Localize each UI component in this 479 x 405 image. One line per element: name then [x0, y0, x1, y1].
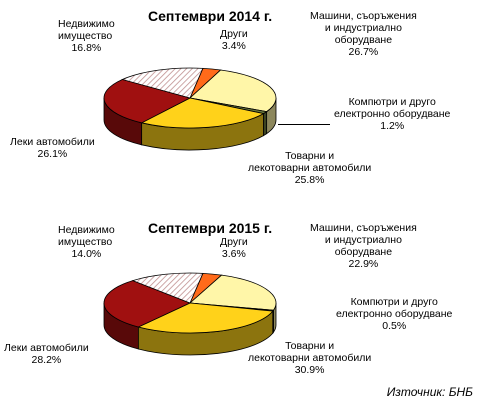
- label-cars-2015: Леки автомобили 28.2%: [4, 342, 89, 366]
- label-computers-2015: Компютри и друго електронно оборудване 0…: [336, 296, 453, 332]
- label-trucks-2014: Товарни и лекотоварни автомобили 25.8%: [248, 150, 372, 186]
- label-computers-2014: Компютри и друго електронно оборудване 1…: [334, 96, 451, 132]
- pie-top-faces: [103, 272, 277, 334]
- chart-title-2014: Септември 2014 г.: [148, 8, 273, 24]
- pie-slice-cars: [103, 79, 192, 124]
- source-note: Източник: БНБ: [386, 385, 473, 399]
- pie-slice-trucks: [137, 302, 274, 334]
- pie-slice-trucks: [140, 97, 265, 129]
- pie-side-walls: [103, 302, 277, 356]
- label-other-2015: Други 3.6%: [220, 236, 248, 260]
- pie-top-faces: [103, 67, 277, 129]
- leader-line-computers-2014: [278, 124, 330, 125]
- label-realestate-2015: Недвижимо имущество 14.0%: [58, 224, 115, 260]
- pie-slice-machinery: [189, 69, 277, 113]
- label-cars-2014: Леки автомобили 26.1%: [10, 136, 95, 160]
- label-realestate-2014: Недвижимо имущество 16.8%: [58, 18, 115, 54]
- pie-slice-realestate: [131, 272, 204, 304]
- label-other-2014: Други 3.4%: [220, 28, 248, 52]
- label-trucks-2015: Товарни и лекотоварни автомобили 30.9%: [248, 340, 372, 376]
- label-machinery-2014: Машини, съоръжения и индустриално оборуд…: [310, 10, 417, 58]
- pie-slice-machinery: [189, 274, 277, 311]
- pie-slice-cars: [103, 280, 192, 328]
- pie-slice-realestate: [121, 67, 204, 99]
- label-machinery-2015: Машини, съоръжения и индустриално оборуд…: [310, 222, 417, 270]
- chart-title-2015: Септември 2015 г.: [148, 220, 273, 236]
